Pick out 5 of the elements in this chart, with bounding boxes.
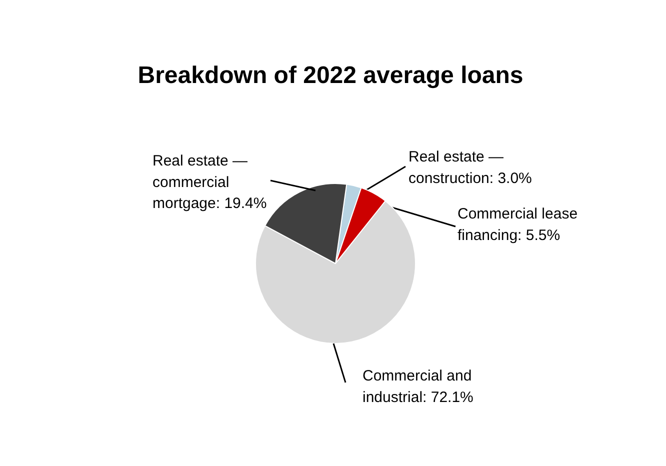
chart-title: Breakdown of 2022 average loans	[138, 62, 524, 89]
slice-label: Commercial lease financing: 5.5%	[458, 206, 578, 244]
slice-label: Commercial and industrial: 72.1%	[362, 368, 474, 406]
slice-label: Real estate — construction: 3.0%	[408, 148, 532, 187]
slice-label: Real estate — commercial mortgage: 19.4%	[152, 152, 267, 212]
